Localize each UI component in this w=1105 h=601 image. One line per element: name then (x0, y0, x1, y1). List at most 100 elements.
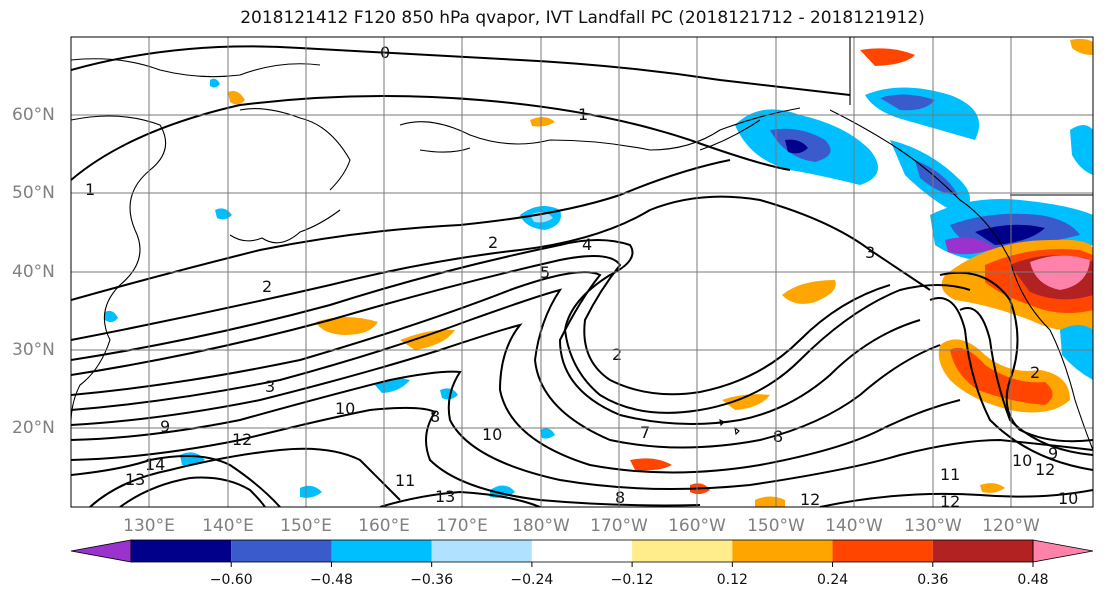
lat-label: 30°N (12, 340, 55, 360)
colorbar-segment (832, 540, 933, 562)
contour-label: 7 (640, 423, 650, 442)
colorbar-segment (431, 540, 532, 562)
contour-2-north (71, 159, 731, 301)
lon-label: 180°W (512, 516, 570, 536)
contour-label: 9 (1048, 444, 1058, 463)
contour-label: 4 (582, 235, 592, 254)
contour-label: 8 (430, 407, 440, 426)
colorbar-tick-label: −0.36 (410, 572, 453, 588)
coastline-arctic (71, 58, 321, 78)
contour-label: 9 (160, 417, 170, 436)
colorbar-tick-label: −0.60 (210, 572, 253, 588)
contour-3 (71, 195, 931, 341)
contour-4 (71, 239, 971, 414)
lat-label: 40°N (12, 262, 55, 282)
contour-14 (119, 476, 266, 507)
contour-label: 12 (800, 490, 820, 509)
contour-label: 1 (85, 180, 95, 199)
positive-anomaly-midlat (782, 280, 836, 304)
colorbar-segment (331, 540, 432, 562)
colorbar-segment (531, 540, 633, 562)
coastline-japan (229, 209, 341, 244)
contour-label: 0 (380, 43, 390, 62)
contour-label: 12 (1035, 460, 1055, 479)
contour-label: 12 (940, 492, 960, 511)
lon-label: 140°W (825, 516, 883, 536)
contour-label: 3 (265, 377, 275, 396)
contour-12 (89, 447, 1093, 507)
contour-8 (71, 288, 941, 449)
contour-label: 3 (865, 243, 875, 262)
contour-9 (71, 323, 961, 474)
colorbar-tick-label: −0.48 (310, 572, 353, 588)
gridlines (71, 37, 1093, 507)
coastline-north-america (829, 109, 1093, 451)
colorbar-tick-label: 0.24 (817, 572, 848, 588)
contour-1 (71, 95, 791, 181)
contour-12-east (959, 307, 1093, 456)
contour-10 (71, 370, 1093, 490)
contour-label: 10 (1012, 451, 1032, 470)
contour-label: 2 (1030, 363, 1040, 382)
contour-label: 14 (145, 455, 165, 474)
contour-label: 12 (232, 430, 252, 449)
plot-frame (70, 36, 1094, 508)
contour-label: 11 (940, 465, 960, 484)
contour-0 (71, 45, 851, 96)
colorbar-extend-low (70, 539, 132, 563)
contour-label: 10 (335, 399, 355, 418)
colorbar-segment (231, 540, 332, 562)
contour-label: 8 (615, 488, 625, 507)
lat-label: 50°N (12, 183, 55, 203)
lat-axis: 60°N 50°N 40°N 30°N 20°N (12, 105, 55, 438)
colorbar: −0.60 −0.48 −0.36 −0.24 −0.12 0.12 0.24 0.36 0.4… (70, 539, 1094, 588)
negative-anomaly-alaska-deep (785, 139, 808, 154)
contour-label: 2 (612, 345, 622, 364)
lon-label: 170°E (436, 516, 488, 536)
colorbar-tick-label: −0.24 (510, 572, 553, 588)
lat-label: 20°N (12, 418, 55, 438)
contour-label: 13 (435, 487, 455, 506)
lon-label: 150°E (280, 516, 332, 536)
coastline-kamchatka (239, 108, 351, 191)
contour-label: 10 (1058, 489, 1078, 508)
contour-label: 10 (482, 425, 502, 444)
lat-label: 60°N (12, 105, 55, 125)
coastline-aleutians (419, 119, 761, 153)
contour-label: 8 (773, 427, 783, 446)
colorbar-segment (131, 540, 232, 562)
coastlines (71, 37, 1093, 451)
coastline-asia (71, 115, 167, 421)
colorbar-tick-label: −0.12 (611, 572, 654, 588)
lon-label: 170°W (590, 516, 648, 536)
colorbar-frame (130, 539, 1034, 563)
contour-13 (71, 455, 541, 507)
lon-label: 120°W (982, 516, 1040, 536)
lon-label: 130°W (904, 516, 962, 536)
contour-11 (71, 406, 701, 507)
ivt-contours (71, 45, 1093, 507)
map-title: 2018121412 F120 850 hPa qvapor, IVT Land… (240, 8, 925, 28)
contour-label: 13 (125, 470, 145, 489)
colorbar-segment (732, 540, 833, 562)
contour-labels: 0 1 1 2 2 2 3 3 4 5 2 7 8 8 9 10 10 10 1… (85, 43, 1078, 511)
lon-label: 160°W (668, 516, 726, 536)
contour-5 (71, 255, 891, 396)
lon-label: 140°E (202, 516, 254, 536)
contour-7 (71, 271, 921, 425)
colorbar-extend-high (1032, 539, 1094, 563)
contour-10-east (929, 297, 1093, 471)
colorbar-segment (932, 540, 1033, 562)
colorbar-tick-label: 0.36 (917, 572, 948, 588)
contour-label: 11 (395, 471, 415, 490)
lon-label: 130°E (123, 516, 175, 536)
lon-label: 150°W (747, 516, 805, 536)
contour-label: 2 (262, 277, 272, 296)
colorbar-segment (632, 540, 733, 562)
contour-label: 2 (488, 233, 498, 252)
border-canada (849, 37, 1093, 196)
lon-label: 160°E (358, 516, 410, 536)
colorbar-tick-label: 0.48 (1017, 572, 1048, 588)
coastline-alaska (399, 107, 801, 151)
